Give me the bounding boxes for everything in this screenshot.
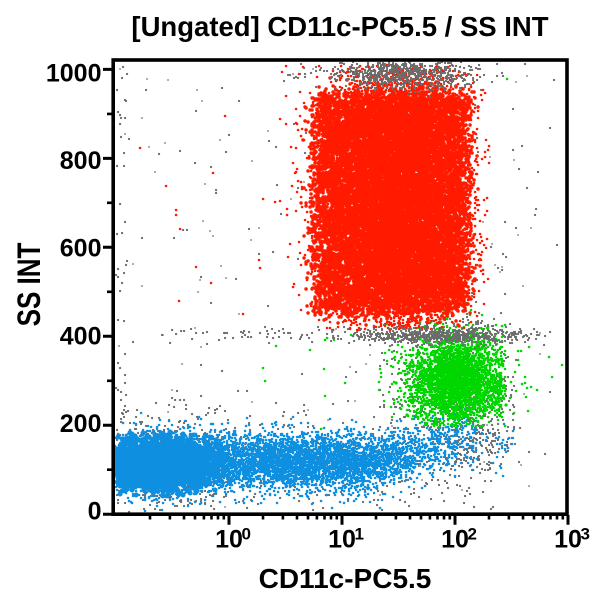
svg-text:10: 10	[215, 526, 243, 554]
svg-text:10: 10	[554, 526, 582, 554]
svg-text:200: 200	[60, 410, 102, 438]
svg-text:400: 400	[60, 322, 102, 350]
svg-text:CD11c-PC5.5: CD11c-PC5.5	[259, 563, 432, 594]
svg-text:2: 2	[468, 525, 477, 544]
svg-text:10: 10	[328, 526, 356, 554]
svg-text:1000: 1000	[46, 60, 102, 88]
svg-text:1: 1	[355, 525, 364, 544]
svg-text:0: 0	[88, 498, 102, 526]
svg-text:600: 600	[60, 235, 102, 263]
svg-text:10: 10	[441, 526, 469, 554]
svg-text:SS INT: SS INT	[11, 243, 48, 327]
svg-text:3: 3	[581, 525, 590, 544]
svg-text:800: 800	[60, 147, 102, 175]
svg-text:0: 0	[242, 525, 251, 544]
svg-text:[Ungated] CD11c-PC5.5 / SS INT: [Ungated] CD11c-PC5.5 / SS INT	[131, 11, 548, 42]
